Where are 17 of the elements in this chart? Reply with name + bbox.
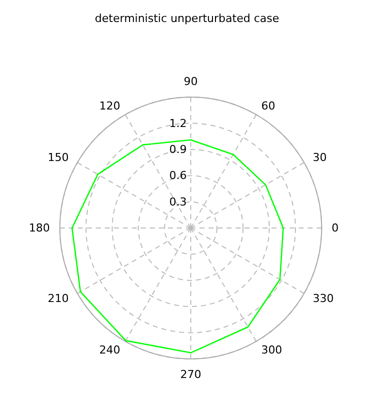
y-tick-label: 0.9: [169, 142, 187, 156]
chart-title: deterministic unperturbated case: [94, 12, 280, 25]
spoke-label: 270: [180, 368, 202, 381]
spoke-label: 330: [312, 292, 334, 305]
spoke-label: 30: [312, 151, 327, 164]
spoke-label: 0: [332, 222, 339, 234]
spoke-label: 300: [261, 344, 282, 357]
y-tick-label: 0.6: [169, 169, 187, 182]
spoke-label: 150: [48, 151, 69, 164]
y-tick-label: 0.3: [169, 195, 187, 208]
spoke-label: 240: [99, 344, 120, 357]
spoke-label: 60: [261, 99, 276, 112]
spoke-label: 90: [184, 75, 198, 88]
spoke-label: 120: [99, 99, 120, 112]
y-tick-label: 1.2: [169, 116, 187, 130]
spoke-label: 210: [48, 292, 69, 305]
spoke-label: 180: [28, 222, 50, 234]
